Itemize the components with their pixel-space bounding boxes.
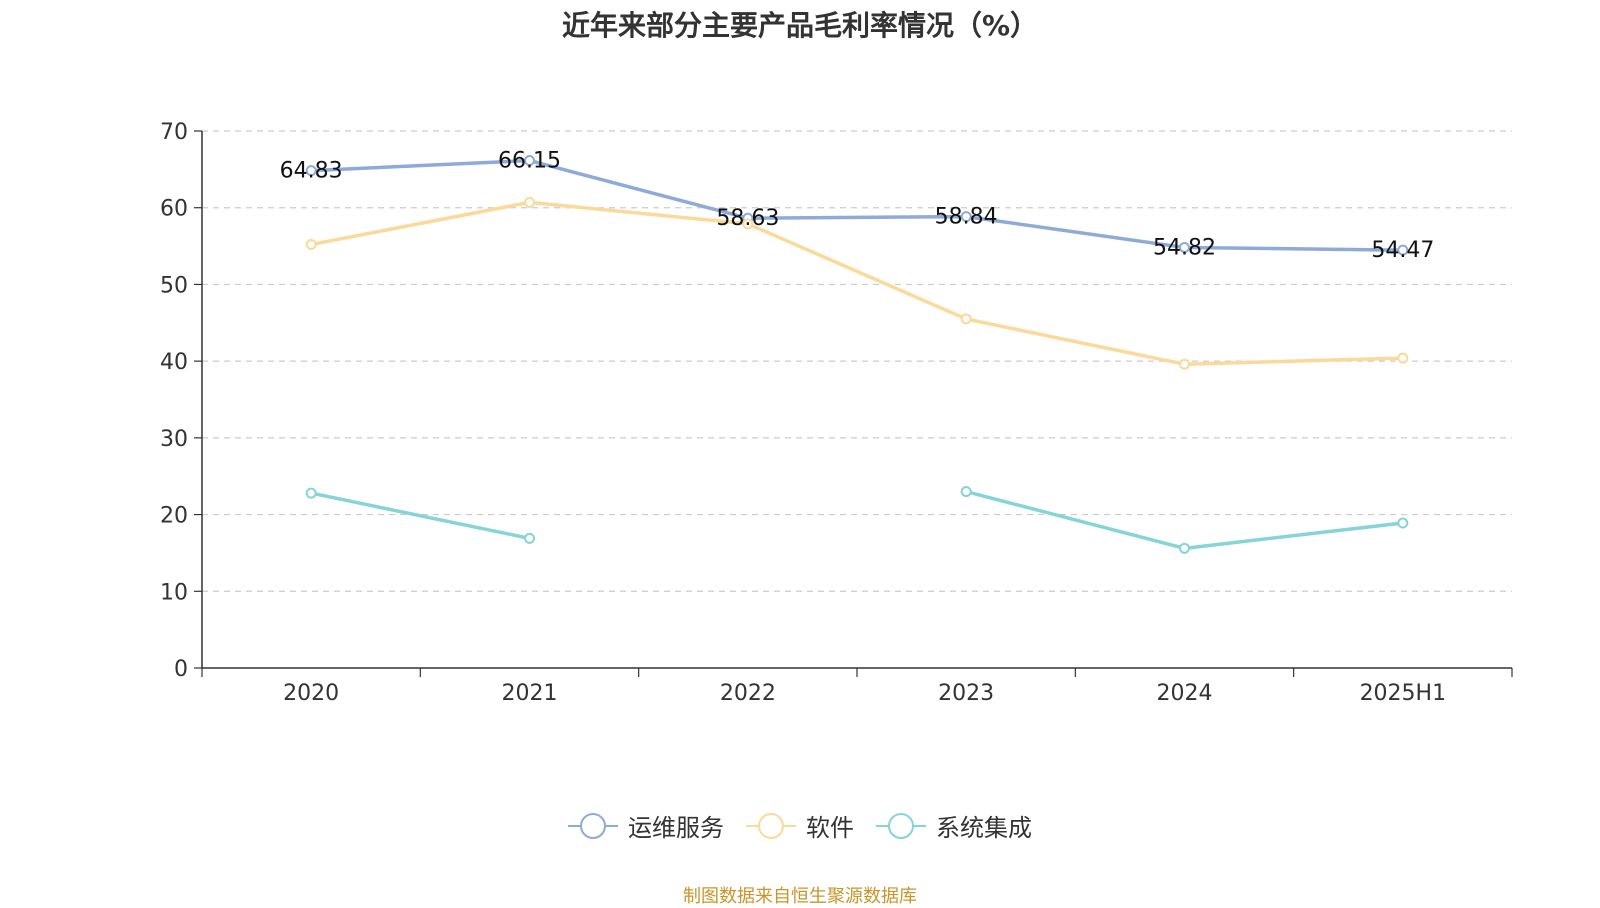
source-note: 制图数据来自恒生聚源数据库	[683, 886, 917, 907]
series-line-0	[311, 158, 1403, 252]
x-tick-label: 2021	[502, 681, 558, 706]
data-label-series-0: 54.47	[1371, 238, 1434, 263]
y-tick-label: 0	[174, 657, 188, 682]
y-tick-label: 20	[160, 504, 188, 529]
data-point-series-0	[305, 165, 317, 177]
data-point-series-0	[1397, 244, 1409, 256]
legend-item-series-2[interactable]: 系统集成	[876, 808, 1032, 843]
data-point-series-1	[960, 313, 972, 325]
legend-item-series-0[interactable]: 运维服务	[568, 808, 724, 843]
data-point-series-2	[305, 487, 317, 499]
legend-marker-series-1	[746, 812, 796, 839]
y-tick-label: 70	[160, 120, 188, 145]
data-point-series-2	[524, 532, 535, 544]
legend-label-series-0: 运维服务	[628, 814, 724, 842]
y-tick-label: 50	[160, 273, 188, 298]
legend-label-series-1: 软件	[806, 814, 854, 842]
data-label-series-0: 64.83	[280, 159, 343, 184]
x-tick-label: 2020	[283, 681, 339, 706]
data-point-series-0	[524, 155, 535, 167]
data-point-series-2	[960, 486, 972, 498]
data-point-series-1	[1179, 358, 1190, 370]
y-tick-label: 60	[160, 197, 188, 222]
data-point-series-0	[960, 211, 972, 223]
data-point-series-0	[1179, 241, 1190, 253]
data-point-series-1	[1397, 352, 1409, 364]
y-tick-label: 30	[160, 427, 188, 452]
series-line-2	[965, 489, 1404, 551]
x-tick-label: 2023	[938, 681, 994, 706]
data-point-series-1	[524, 196, 535, 208]
data-point-series-2	[1397, 517, 1409, 529]
data-label-series-0: 54.82	[1153, 235, 1216, 260]
legend-ring	[758, 812, 784, 839]
series-line-2	[310, 491, 530, 541]
legend-ring	[888, 812, 914, 839]
y-tick-label: 40	[160, 350, 188, 375]
data-label-series-0: 66.15	[498, 149, 561, 174]
data-point-series-2	[1179, 542, 1190, 554]
chart-title: 近年来部分主要产品毛利率情况（%）	[561, 9, 1039, 42]
legend-ring	[580, 812, 606, 839]
legend-item-series-1[interactable]: 软件	[746, 808, 854, 843]
data-label-series-0: 58.84	[935, 205, 998, 230]
y-tick-label: 10	[160, 580, 188, 605]
data-point-series-1	[742, 218, 754, 230]
x-tick-label: 2024	[1157, 681, 1213, 706]
legend-marker-series-2	[876, 812, 926, 839]
data-point-series-1	[305, 239, 317, 251]
legend-label-series-2: 系统集成	[936, 814, 1032, 842]
legend-marker-series-0	[568, 812, 618, 839]
series-line-1	[310, 200, 1403, 366]
x-tick-label: 2022	[720, 681, 776, 706]
legend[interactable]: 运维服务 软件 系统集成	[0, 808, 1600, 843]
data-label-series-0: 58.63	[716, 206, 779, 231]
x-tick-label: 2025H1	[1360, 681, 1447, 706]
